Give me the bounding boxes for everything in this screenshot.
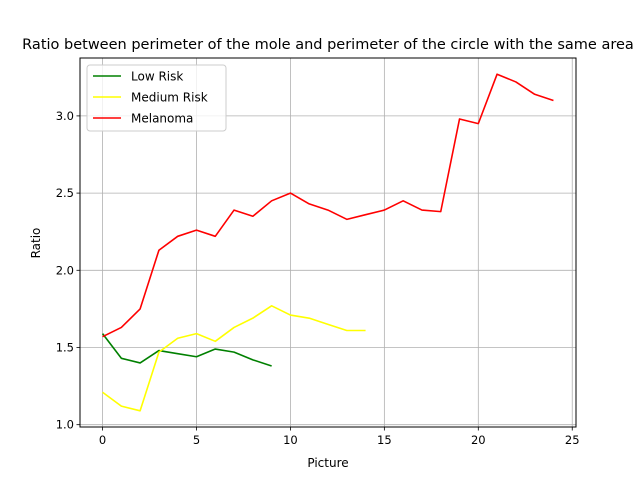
legend-label-low-risk: Low Risk bbox=[131, 70, 183, 84]
plot-frame bbox=[79, 57, 577, 428]
axis-ticks: 0 5 10 15 20 25 1.0 1.5 2.0 2.5 3.0 bbox=[56, 109, 580, 447]
x-tick-label: 10 bbox=[283, 433, 298, 447]
x-tick-label: 20 bbox=[471, 433, 486, 447]
chart-title: Ratio between perimeter of the mole and … bbox=[22, 37, 634, 53]
y-tick-label: 2.5 bbox=[56, 186, 74, 200]
series-lines bbox=[101, 73, 554, 412]
y-tick-label: 2.0 bbox=[56, 263, 74, 277]
series-line-low-risk bbox=[101, 333, 272, 367]
x-tick-label: 15 bbox=[377, 433, 392, 447]
grid-lines bbox=[80, 58, 576, 427]
series-line-melanoma bbox=[102, 73, 554, 338]
legend-label-melanoma: Melanoma bbox=[131, 112, 193, 126]
legend-box bbox=[86, 64, 227, 132]
legend-label-medium-risk: Medium Risk bbox=[131, 91, 208, 105]
x-tick-label: 5 bbox=[193, 433, 200, 447]
y-tick-label: 1.0 bbox=[56, 418, 74, 432]
series-line-medium-risk bbox=[102, 304, 366, 412]
x-axis-label: Picture bbox=[307, 456, 348, 470]
x-tick-label: 0 bbox=[99, 433, 106, 447]
x-tick-label: 25 bbox=[565, 433, 580, 447]
legend: Low Risk Medium Risk Melanoma bbox=[86, 64, 227, 132]
y-axis-label: Ratio bbox=[29, 228, 43, 259]
y-tick-label: 1.5 bbox=[56, 340, 74, 354]
y-tick-label: 3.0 bbox=[56, 109, 74, 123]
